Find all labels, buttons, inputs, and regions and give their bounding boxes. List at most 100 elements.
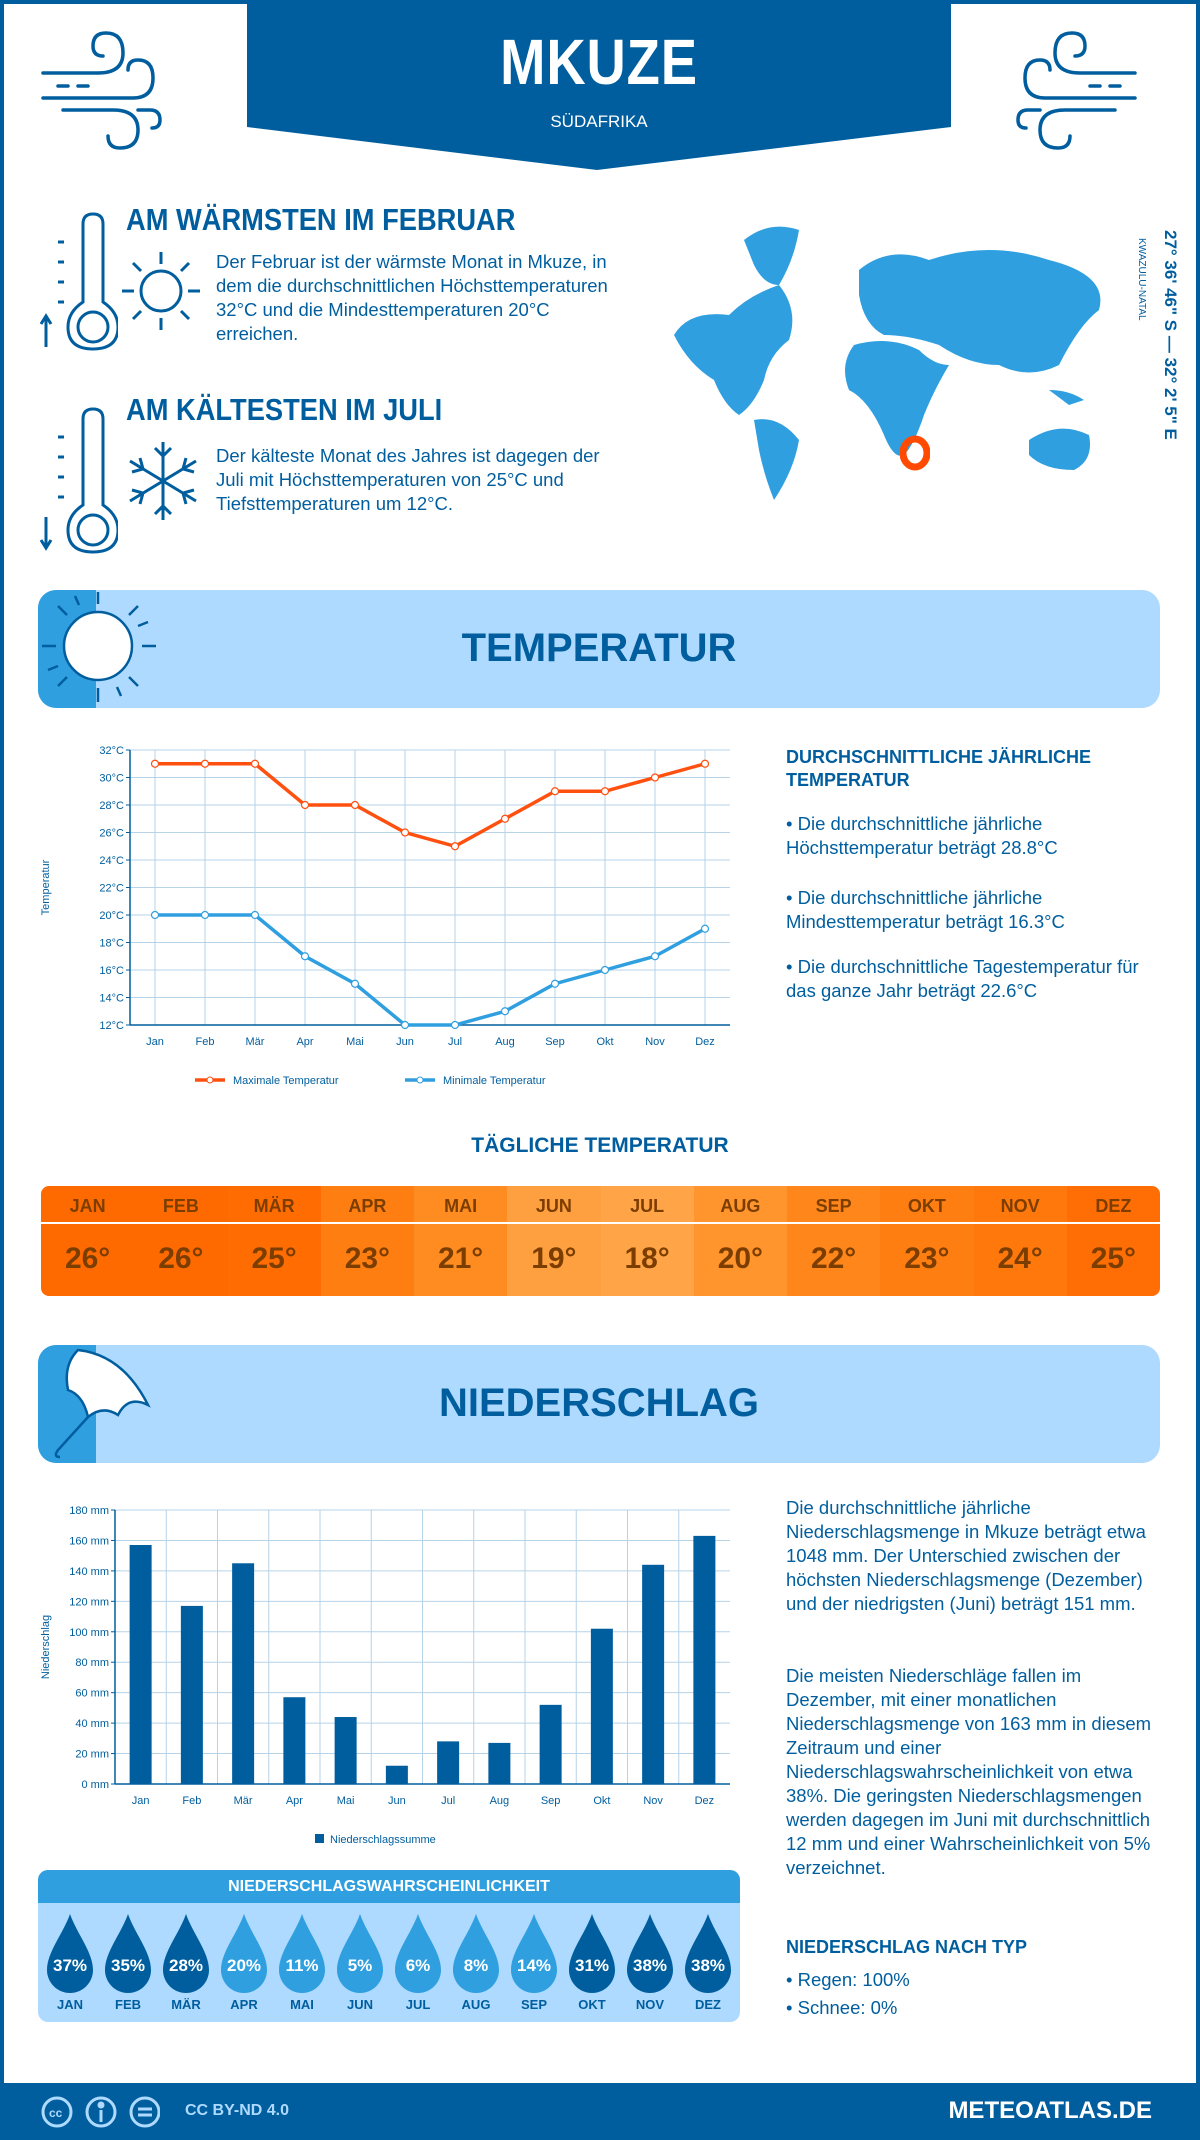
month-label: DEZ [695,1997,721,2012]
coldest-title: AM KÄLTESTEN IM JULI [126,392,443,427]
warmest-text: Der Februar ist der wärmste Monat in Mku… [216,251,608,344]
x-tick-label: Jul [441,1795,455,1807]
country-subtitle: SÜDAFRIKA [550,112,648,131]
data-point [700,759,710,768]
daily-temp-cell: JAN 26° [41,1186,135,1296]
x-tick-label: Jan [132,1795,150,1807]
month-label: NOV [635,1997,665,2012]
probability-drop: 35% FEB [99,1903,157,2022]
daily-temp-cell: NOV 24° [973,1186,1067,1296]
daily-temp-title: TÄGLICHE TEMPERATUR [471,1134,729,1157]
data-point [250,910,260,920]
probability-drop: 31% OKT [563,1903,621,2022]
month-label: APR [320,1186,414,1224]
y-tick-label: 12°C [99,1020,124,1032]
city-title: MKUZE [500,26,698,98]
data-point [200,759,210,768]
series-line [155,762,706,849]
y-tick-label: 180 mm [69,1505,109,1517]
raindrop-icon [511,1914,557,1993]
precip-bar [129,1545,152,1784]
x-tick-label: Jun [396,1036,414,1048]
precip-type-snow: • Schnee: 0% [786,1997,898,2018]
temperature-chart: 12°C 14°C 16°C 18°C 20°C 22°C 24°C 26°C 28°C 30°C… [40,745,730,1087]
location-marker-icon [900,435,930,471]
y-tick-label: 40 mm [75,1718,109,1730]
probability-value: 28% [168,1956,204,1975]
series-line [155,913,706,1027]
x-tick-label: Jan [146,1036,164,1048]
x-tick-label: Aug [490,1795,510,1807]
probability-drop: 6% JUL [389,1903,447,2022]
y-tick-label: 100 mm [69,1627,109,1639]
data-point [300,800,310,810]
temp-value: 25° [251,1242,297,1275]
y-tick-label: 32°C [99,745,124,757]
month-label: AUG [693,1186,787,1224]
probability-value: 35% [110,1956,146,1975]
raindrop-icon [337,1914,383,1993]
y-tick-label: 24°C [99,855,124,867]
month-label: APR [230,1997,258,2012]
data-point [550,787,560,796]
precip-bar [693,1535,716,1784]
y-tick-label: 0 mm [82,1779,110,1791]
thermometer-up-icon [39,212,118,351]
raindrop-icon [685,1914,731,1993]
x-tick-label: Mär [234,1795,253,1807]
raindrop-icon [163,1914,209,1993]
raindrop-icon [453,1914,499,1993]
x-tick-label: Sep [545,1036,565,1048]
data-point [650,773,660,782]
raindrop-icon [105,1914,151,1993]
data-point [600,965,610,975]
data-point [350,800,360,810]
x-tick-label: Dez [695,1036,715,1048]
probability-drop: 8% AUG [447,1903,505,2022]
license-label[interactable]: CC BY-ND 4.0 [185,2102,290,2119]
data-point [450,1020,460,1030]
x-tick-label: Feb [196,1036,215,1048]
y-tick-label: 160 mm [69,1535,109,1547]
precip-summary: Die durchschnittliche jährliche Niedersc… [786,1497,1146,1614]
month-label: JUN [346,1997,373,2012]
temp-value: 18° [624,1242,670,1275]
raindrop-icon [47,1914,93,1993]
legend-marker [206,1076,214,1084]
probability-value: 11% [285,1956,319,1975]
month-label: MAI [290,1997,314,2012]
x-tick-label: Jun [388,1795,406,1807]
month-label: SEP [787,1186,881,1224]
probability-value: 31% [574,1956,610,1975]
annual-temp-heading: DURCHSCHNITTLICHE JÄHRLICHE TEMPERATUR [786,747,1091,790]
cc-license-icons[interactable]: cc [40,2095,160,2129]
precip-probability-panel: NIEDERSCHLAGSWAHRSCHEINLICHKEIT 37% JAN 35… [38,1870,740,2022]
month-label: JUL [405,1997,431,2012]
precip-bar [385,1765,408,1784]
site-link[interactable]: METEOATLAS.DE [948,2097,1152,2124]
precip-bar [180,1605,203,1784]
y-axis-label: Temperatur [40,859,52,915]
temp-value: 26° [64,1242,111,1275]
month-label: NOV [973,1186,1067,1224]
probability-drop: 11% MAI [273,1903,331,2022]
warmest-title: AM WÄRMSTEN IM FEBRUAR [126,202,516,237]
data-point [150,910,160,920]
y-tick-label: 30°C [99,773,124,785]
y-tick-label: 140 mm [69,1566,109,1578]
daily-temp-cell: FEB 26° [134,1186,228,1296]
data-point [150,759,160,768]
probability-value: 5% [347,1956,373,1975]
temp-value: 20° [717,1242,764,1275]
precip-bar [334,1717,357,1784]
probability-value: 20% [226,1956,262,1975]
raindrop-icon [569,1914,615,1993]
x-tick-label: Mär [246,1036,265,1048]
y-tick-label: 22°C [99,883,124,895]
raindrop-icon [279,1914,325,1993]
month-label: OKT [880,1186,974,1224]
precip-bar [283,1697,306,1784]
data-point [600,787,610,796]
month-label: FEB [134,1186,228,1224]
data-point [350,979,360,988]
